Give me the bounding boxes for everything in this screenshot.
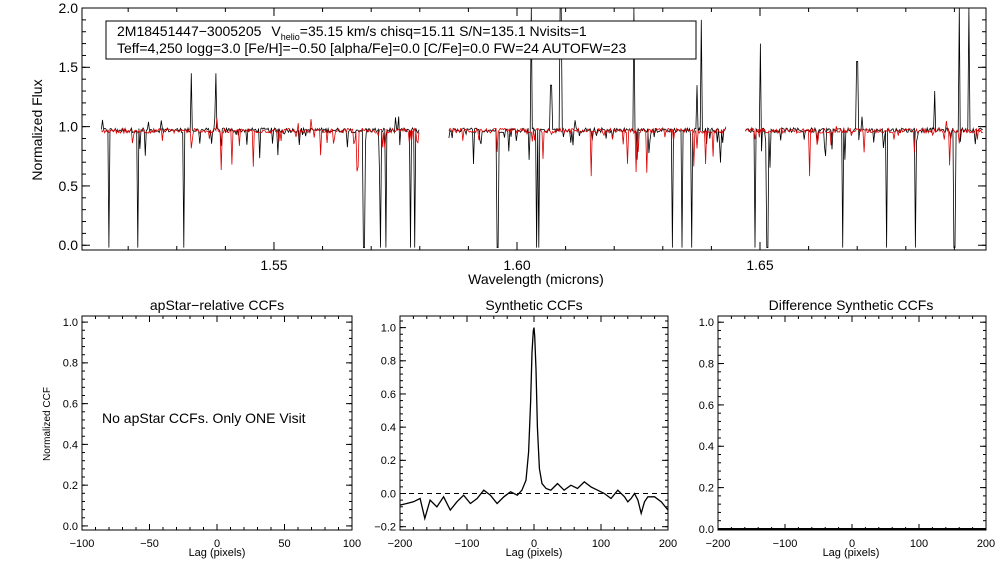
spectrum-x-tick-label: 1.65 [746, 257, 773, 273]
synthetic-ccf-x-tick-label: −100 [455, 538, 480, 550]
difference-ccf-y-tick-label: 0.8 [699, 358, 714, 370]
spectrum-y-axis-title: Normalized Flux [29, 79, 45, 180]
annotation-v-rest: =35.15 km/s chisq=15.11 S/N=135.1 Nvisit… [300, 23, 587, 39]
spectrum-x-tick-label: 1.60 [503, 257, 530, 273]
spectrum-y-tick-label: 1.0 [59, 119, 79, 135]
model-spectrum-line [448, 126, 727, 177]
spectrum-y-tick-label: 2.0 [59, 0, 79, 16]
apstar-ccf-y-tick-label: 0.8 [63, 358, 78, 370]
synthetic-ccf-y-tick-label: −0.2 [374, 522, 396, 534]
difference-ccf-panel: Difference Synthetic CCFs −200 −100 0 100 20… [699, 297, 995, 559]
spectrum-y-tick-label: 0.0 [59, 237, 79, 253]
apstar-ccf-note: No apStar CCFs. Only ONE Visit [102, 410, 306, 426]
apstar-ccf-y-tick-label: 1.0 [63, 317, 78, 329]
spectrum-annotation-box: 2M18451447−3005205 Vhelio=35.15 km/s chis… [105, 20, 697, 60]
difference-ccf-y-tick-label: 0.4 [699, 441, 714, 453]
synthetic-ccf-x-axis-title: Lag (pixels) [506, 547, 563, 559]
apstar-ccf-x-tick-label: −50 [140, 538, 159, 550]
difference-ccf-title: Difference Synthetic CCFs [769, 297, 934, 313]
spectrum-x-axis-title: Wavelength (microns) [468, 271, 604, 287]
model-spectrum-line [745, 120, 983, 177]
observed-spectrum-line [745, 7, 983, 249]
apstar-ccf-y-tick-label: 0.2 [63, 480, 78, 492]
observed-spectrum-line [101, 73, 420, 249]
apstar-ccf-y-tick-label: 0.4 [63, 439, 78, 451]
synthetic-ccf-x-tick-label: −200 [388, 538, 413, 550]
synthetic-ccf-y-tick-label: 0.0 [381, 488, 396, 500]
difference-ccf-x-axis-title: Lag (pixels) [823, 547, 880, 559]
difference-ccf-x-tick-label: 200 [977, 538, 995, 550]
difference-ccf-x-tick-label: −200 [706, 538, 731, 550]
synthetic-ccf-x-tick-label: 0 [531, 538, 537, 550]
synthetic-ccf-y-tick-label: 0.4 [381, 422, 396, 434]
difference-ccf-frame [717, 315, 987, 531]
synthetic-ccf-panel: Synthetic CCFs −200 −100 0 100 200 −0.2 0.0 0.2… [374, 297, 677, 559]
difference-ccf-x-tick-label: −100 [773, 538, 798, 550]
synthetic-ccf-x-tick-label: 200 [659, 538, 677, 550]
apstar-ccf-y-tick-label: 0.0 [63, 521, 78, 533]
apstar-ccf-y-axis-title: Normalized CCF [42, 387, 53, 461]
difference-ccf-y-tick-label: 1.0 [699, 317, 714, 329]
model-spectrum-line [101, 118, 420, 172]
synthetic-ccf-y-tick-label: 1.0 [381, 322, 396, 334]
synthetic-ccf-x-tick-label: 100 [592, 538, 610, 550]
apstar-ccf-x-tick-label: 50 [278, 538, 290, 550]
difference-ccf-x-tick-label: 0 [849, 538, 855, 550]
synthetic-ccf-series [399, 327, 669, 521]
synthetic-ccf-y-tick-label: 0.2 [381, 455, 396, 467]
spectrum-x-tick-label: 1.55 [260, 257, 287, 273]
apstar-ccf-y-tick-label: 0.6 [63, 398, 78, 410]
apstar-ccf-title: apStar−relative CCFs [150, 297, 284, 313]
difference-ccf-y-tick-label: 0.6 [699, 400, 714, 412]
difference-ccf-y-tick-label: 0.2 [699, 482, 714, 494]
spectrum-series [101, 7, 983, 249]
apstar-ccf-x-tick-label: 100 [343, 538, 361, 550]
synthetic-ccf-y-tick-label: 0.8 [381, 356, 396, 368]
annotation-v-main: V [271, 23, 281, 39]
apstar-ccf-x-tick-label: 0 [214, 538, 220, 550]
annotation-v-sub: helio [281, 32, 300, 42]
spectrum-y-tick-label: 0.5 [59, 178, 79, 194]
annotation-frame [105, 20, 697, 60]
synthetic-ccf-y-tick-label: 0.6 [381, 389, 396, 401]
spectrum-plot-frame [81, 7, 987, 251]
annotation-line-2: Teff=4,250 logg=3.0 [Fe/H]=−0.50 [alpha/… [117, 40, 626, 56]
apstar-ccf-x-tick-label: −100 [70, 538, 95, 550]
difference-ccf-y-tick-label: 0.0 [699, 524, 714, 536]
synthetic-ccf-frame [399, 315, 669, 531]
annotation-line-1: 2M18451447−3005205 Vhelio=35.15 km/s chis… [117, 23, 587, 42]
spectrum-panel: 1.55 1.60 1.65 0.0 0.5 1.0 1.5 2.0 2M18451447−3… [29, 0, 987, 287]
difference-ccf-x-tick-label: 100 [910, 538, 928, 550]
apstar-ccf-panel: apStar−relative CCFs −100 −50 0 50 100 0.0 0.2… [42, 297, 361, 559]
spectrum-y-tick-label: 1.5 [59, 59, 79, 75]
synthetic-ccf-title: Synthetic CCFs [485, 297, 582, 313]
synthetic-ccf-line [399, 327, 669, 521]
apstar-ccf-x-axis-title: Lag (pixels) [189, 547, 246, 559]
annotation-star-id: 2M18451447−3005205 [117, 23, 262, 39]
